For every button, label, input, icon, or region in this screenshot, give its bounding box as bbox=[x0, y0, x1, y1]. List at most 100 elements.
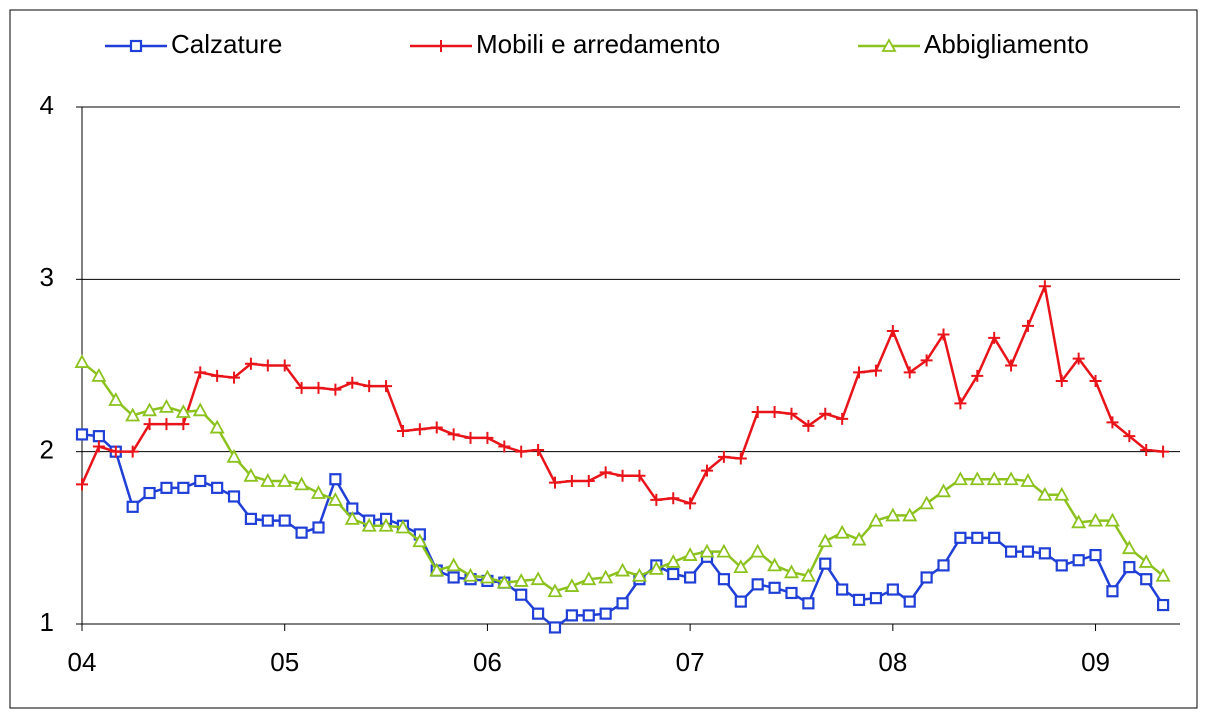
marker bbox=[295, 526, 308, 539]
marker bbox=[903, 366, 916, 379]
y-tick-label: 4 bbox=[40, 90, 54, 120]
marker bbox=[734, 595, 747, 608]
marker bbox=[701, 464, 714, 477]
marker bbox=[515, 445, 528, 458]
marker bbox=[175, 404, 191, 418]
marker bbox=[1055, 375, 1068, 388]
marker bbox=[785, 407, 798, 420]
marker bbox=[396, 424, 409, 437]
marker bbox=[599, 607, 612, 620]
marker bbox=[548, 476, 561, 489]
marker bbox=[599, 466, 612, 479]
marker bbox=[344, 510, 360, 525]
marker bbox=[1157, 598, 1170, 612]
marker bbox=[886, 325, 899, 338]
marker bbox=[547, 583, 563, 598]
marker bbox=[615, 562, 631, 577]
marker bbox=[513, 573, 529, 587]
marker bbox=[531, 607, 545, 620]
marker bbox=[834, 524, 850, 539]
marker bbox=[312, 521, 325, 534]
legend-label: Mobili e arredamento bbox=[476, 29, 720, 59]
marker bbox=[126, 500, 139, 513]
marker bbox=[869, 364, 882, 377]
marker bbox=[1155, 567, 1171, 582]
marker bbox=[108, 392, 124, 406]
marker bbox=[1055, 559, 1068, 572]
marker bbox=[413, 423, 426, 436]
marker bbox=[1088, 512, 1104, 527]
marker bbox=[971, 369, 984, 382]
marker bbox=[329, 383, 342, 396]
marker bbox=[684, 497, 697, 510]
marker bbox=[244, 357, 257, 370]
marker bbox=[378, 517, 394, 532]
marker bbox=[177, 418, 190, 431]
marker bbox=[530, 571, 546, 586]
marker bbox=[802, 419, 815, 432]
marker bbox=[548, 621, 562, 634]
marker bbox=[158, 398, 174, 413]
marker bbox=[92, 440, 105, 453]
x-tick-label: 09 bbox=[1081, 647, 1110, 677]
marker bbox=[785, 586, 798, 600]
marker bbox=[125, 407, 141, 422]
marker bbox=[329, 473, 342, 486]
chart-frame bbox=[9, 9, 1198, 709]
marker bbox=[565, 474, 578, 487]
marker bbox=[819, 557, 832, 570]
marker bbox=[783, 564, 799, 579]
marker bbox=[194, 474, 207, 488]
marker bbox=[1004, 545, 1018, 558]
marker bbox=[496, 574, 512, 589]
marker bbox=[819, 407, 832, 420]
marker bbox=[699, 543, 715, 558]
marker bbox=[920, 354, 933, 367]
marker bbox=[667, 567, 680, 581]
marker bbox=[160, 418, 173, 431]
marker bbox=[1020, 473, 1036, 487]
marker bbox=[143, 486, 156, 500]
marker bbox=[1038, 280, 1051, 293]
marker bbox=[76, 478, 88, 491]
y-tick-label: 2 bbox=[40, 435, 54, 465]
marker bbox=[429, 562, 445, 577]
marker bbox=[498, 440, 511, 453]
marker bbox=[1038, 547, 1051, 560]
marker bbox=[869, 592, 883, 605]
marker bbox=[1089, 548, 1102, 562]
marker bbox=[954, 397, 967, 410]
marker bbox=[447, 428, 460, 441]
marker bbox=[177, 481, 190, 494]
marker bbox=[717, 450, 730, 463]
marker bbox=[227, 490, 241, 503]
marker bbox=[564, 578, 580, 592]
marker bbox=[1005, 359, 1018, 372]
marker bbox=[1003, 471, 1019, 486]
legend-label: Abbigliamento bbox=[924, 29, 1089, 59]
marker bbox=[1054, 486, 1070, 501]
marker bbox=[851, 531, 867, 546]
marker bbox=[310, 485, 327, 499]
marker bbox=[464, 431, 477, 444]
marker bbox=[885, 507, 901, 522]
marker bbox=[244, 512, 258, 525]
marker bbox=[648, 560, 664, 575]
x-tick-label: 05 bbox=[270, 647, 299, 677]
marker bbox=[1021, 545, 1035, 558]
marker bbox=[937, 559, 950, 572]
marker bbox=[75, 428, 89, 441]
marker bbox=[631, 567, 647, 582]
marker bbox=[919, 495, 935, 510]
marker bbox=[294, 476, 310, 491]
marker bbox=[1138, 554, 1154, 568]
marker bbox=[1072, 554, 1085, 567]
legend-marker bbox=[129, 39, 143, 53]
marker bbox=[665, 554, 681, 568]
marker bbox=[903, 595, 916, 608]
marker bbox=[750, 543, 766, 558]
marker bbox=[565, 609, 578, 622]
marker bbox=[92, 430, 105, 443]
marker bbox=[902, 507, 918, 522]
marker bbox=[817, 533, 833, 548]
